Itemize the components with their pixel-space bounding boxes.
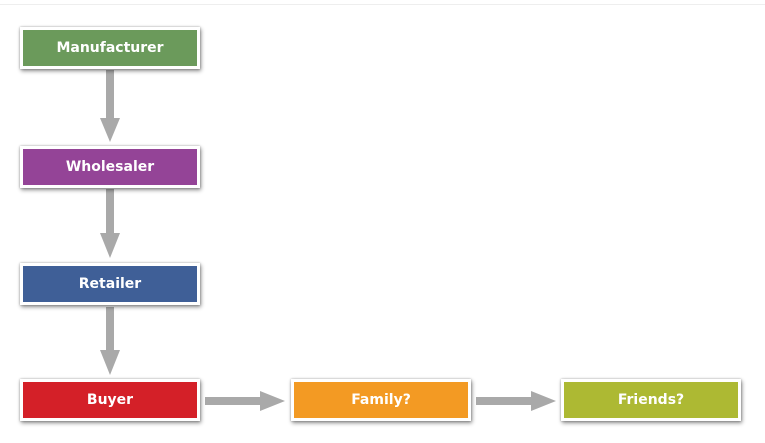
node-family: Family? bbox=[291, 379, 471, 421]
arrow-family-friends bbox=[476, 391, 556, 411]
node-friends: Friends? bbox=[561, 379, 741, 421]
arrow-buyer-family bbox=[205, 391, 285, 411]
node-label: Manufacturer bbox=[56, 40, 164, 56]
node-manufacturer: Manufacturer bbox=[20, 27, 200, 69]
node-label: Buyer bbox=[86, 392, 134, 408]
arrow-wholesaler-retailer bbox=[100, 189, 120, 258]
node-buyer: Buyer bbox=[20, 379, 200, 421]
node-label: Family? bbox=[351, 392, 411, 408]
node-wholesaler: Wholesaler bbox=[20, 146, 200, 188]
node-label: Wholesaler bbox=[65, 159, 155, 175]
node-label: Retailer bbox=[78, 276, 142, 292]
arrow-retailer-buyer bbox=[100, 307, 120, 375]
arrow-manufacturer-wholesaler bbox=[100, 70, 120, 142]
node-retailer: Retailer bbox=[20, 263, 200, 305]
top-divider bbox=[0, 4, 765, 5]
node-label: Friends? bbox=[617, 392, 685, 408]
